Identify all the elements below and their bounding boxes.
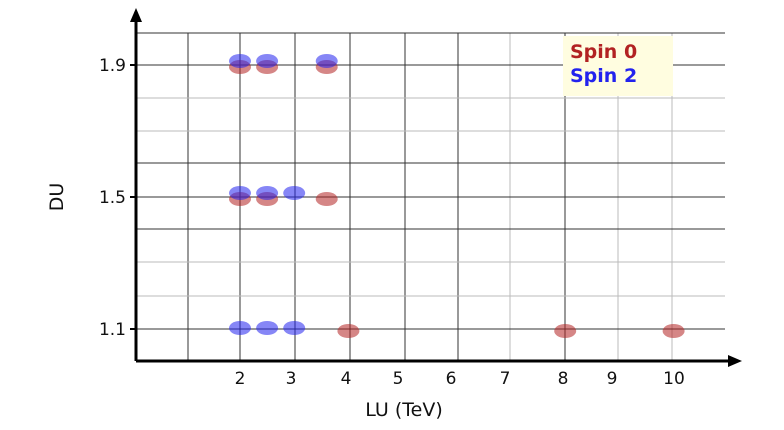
x-tick-label: 6 bbox=[446, 369, 457, 389]
y-axis-label: DU bbox=[46, 183, 68, 212]
data-points bbox=[229, 54, 685, 338]
y-axis-arrow bbox=[130, 8, 142, 22]
x-tick-label: 3 bbox=[286, 369, 297, 389]
x-axis-arrow bbox=[728, 355, 742, 367]
y-tick-label: 1.9 bbox=[99, 56, 126, 76]
x-tick-labels: 2 3 4 5 6 7 8 9 10 bbox=[235, 369, 685, 389]
x-tick-label: 5 bbox=[393, 369, 404, 389]
spin-2-point bbox=[283, 186, 306, 200]
x-tick-label: 10 bbox=[663, 369, 685, 389]
spin-2-point bbox=[256, 54, 279, 68]
x-tick-label: 7 bbox=[500, 369, 511, 389]
legend-entry: Spin 2 bbox=[570, 65, 637, 87]
x-tick-label: 9 bbox=[607, 369, 618, 389]
spin-0-point bbox=[662, 324, 685, 338]
spin-2-point bbox=[256, 186, 279, 200]
x-tick-label: 2 bbox=[235, 369, 246, 389]
legend-box bbox=[563, 36, 673, 96]
spin-0-point bbox=[337, 324, 360, 338]
spin-2-point bbox=[229, 186, 251, 200]
legend-entry: Spin 0 bbox=[570, 41, 637, 63]
spin-2-point bbox=[229, 54, 251, 68]
y-tick-label: 1.5 bbox=[99, 188, 126, 208]
spin-2-point bbox=[283, 321, 306, 335]
spin-2-point bbox=[315, 54, 338, 68]
y-tick-labels: 1.1 1.5 1.9 bbox=[99, 56, 136, 340]
spin-2-point bbox=[256, 321, 279, 335]
spin-2-point bbox=[229, 321, 251, 335]
y-tick-label: 1.1 bbox=[99, 320, 126, 340]
spin-0-point bbox=[554, 324, 577, 338]
x-tick-label: 4 bbox=[341, 369, 352, 389]
axes bbox=[130, 8, 742, 367]
x-axis-label: LU (TeV) bbox=[365, 399, 442, 421]
spin-0-point bbox=[315, 192, 338, 206]
x-tick-label: 8 bbox=[558, 369, 569, 389]
